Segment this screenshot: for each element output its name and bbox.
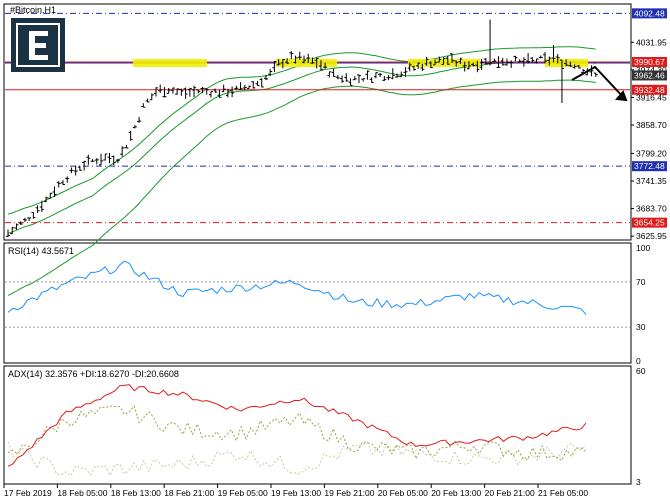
rsi-levels — [5, 281, 630, 328]
level-tag-label: 4092.48 — [634, 8, 665, 18]
x-tick-label: 21 Feb 05:00 — [538, 488, 588, 498]
lower-band — [7, 79, 596, 296]
brand-logo — [11, 18, 65, 72]
level-tag — [632, 8, 667, 19]
rsi-tick-label: 100 — [636, 243, 650, 253]
x-tick-label: 19 Feb 13:00 — [271, 488, 321, 498]
y-tick-label: 3741.35 — [636, 176, 667, 186]
level-tag — [632, 161, 667, 172]
y-tick-label: 3625.95 — [636, 231, 667, 241]
x-axis: 17 Feb 2019 18 Feb 05:00 18 Feb 13:00 18 Fe… — [3, 484, 588, 498]
y-tick-label: 3858.70 — [636, 120, 667, 130]
rsi-line — [7, 260, 587, 315]
x-tick-label: 19 Feb 05:00 — [218, 488, 268, 498]
y-tick-label: 4031.95 — [636, 37, 667, 47]
level-tag — [632, 84, 667, 95]
y-tick-label: 3916.45 — [636, 92, 667, 102]
price-bars — [6, 19, 598, 238]
x-tick-label: 18 Feb 21:00 — [164, 488, 214, 498]
symbol-title: #Bitcoin,H1 — [10, 5, 56, 15]
level-tag-label: 3772.48 — [634, 161, 665, 171]
rsi-y-axis: 100 70 30 0 — [636, 243, 650, 366]
level-tag-label: 3962.46 — [634, 70, 665, 80]
adx-y-axis: 60 3 — [636, 366, 646, 487]
x-tick-label: 18 Feb 13:00 — [111, 488, 161, 498]
level-tag — [632, 70, 667, 81]
highlight-zone — [133, 58, 207, 67]
rsi-tick-label: 30 — [636, 322, 646, 332]
minus-di-line — [7, 441, 587, 477]
level-tag — [632, 217, 667, 228]
level-tags: 4092.48 3990.67 3962.46 3932.48 3772.48 3654.… — [632, 8, 667, 228]
level-tag-label: 3932.48 — [634, 85, 665, 95]
y-tick-label: 3974.30 — [636, 65, 667, 75]
x-tick-label: 18 Feb 05:00 — [57, 488, 107, 498]
adx-title: ADX(14) 32.3576 +DI:18.6270 -DI:20.6608 — [8, 369, 179, 379]
y-tick-label: 3683.70 — [636, 204, 667, 214]
x-tick-label: 19 Feb 21:00 — [324, 488, 374, 498]
level-tag — [632, 56, 667, 67]
adx-line — [7, 384, 587, 467]
x-tick-label: 17 Feb 2019 — [4, 488, 52, 498]
adx-tick-label: 60 — [636, 366, 646, 376]
rsi-tick-label: 0 — [636, 356, 641, 366]
rsi-tick-label: 70 — [636, 277, 646, 287]
x-tick-label: 20 Feb 13:00 — [431, 488, 481, 498]
rsi-title: RSI(14) 43.5671 — [8, 246, 74, 256]
main-y-axis: 4031.95 3974.30 3916.45 3858.70 3799.20 3741.… — [631, 37, 667, 241]
level-tag-label: 3990.67 — [634, 57, 665, 67]
forecast-arrow — [571, 65, 628, 102]
x-tick-label: 20 Feb 21:00 — [485, 488, 535, 498]
adx-panel-frame — [3, 365, 632, 485]
level-tag-label: 3654.25 — [634, 218, 665, 228]
main-panel-frame — [3, 3, 632, 241]
y-tick-label: 3799.20 — [636, 148, 667, 158]
plus-di-line — [7, 404, 587, 462]
x-tick-label: 20 Feb 05:00 — [378, 488, 428, 498]
highlight-zone — [276, 58, 337, 67]
adx-tick-label: 3 — [636, 477, 641, 487]
